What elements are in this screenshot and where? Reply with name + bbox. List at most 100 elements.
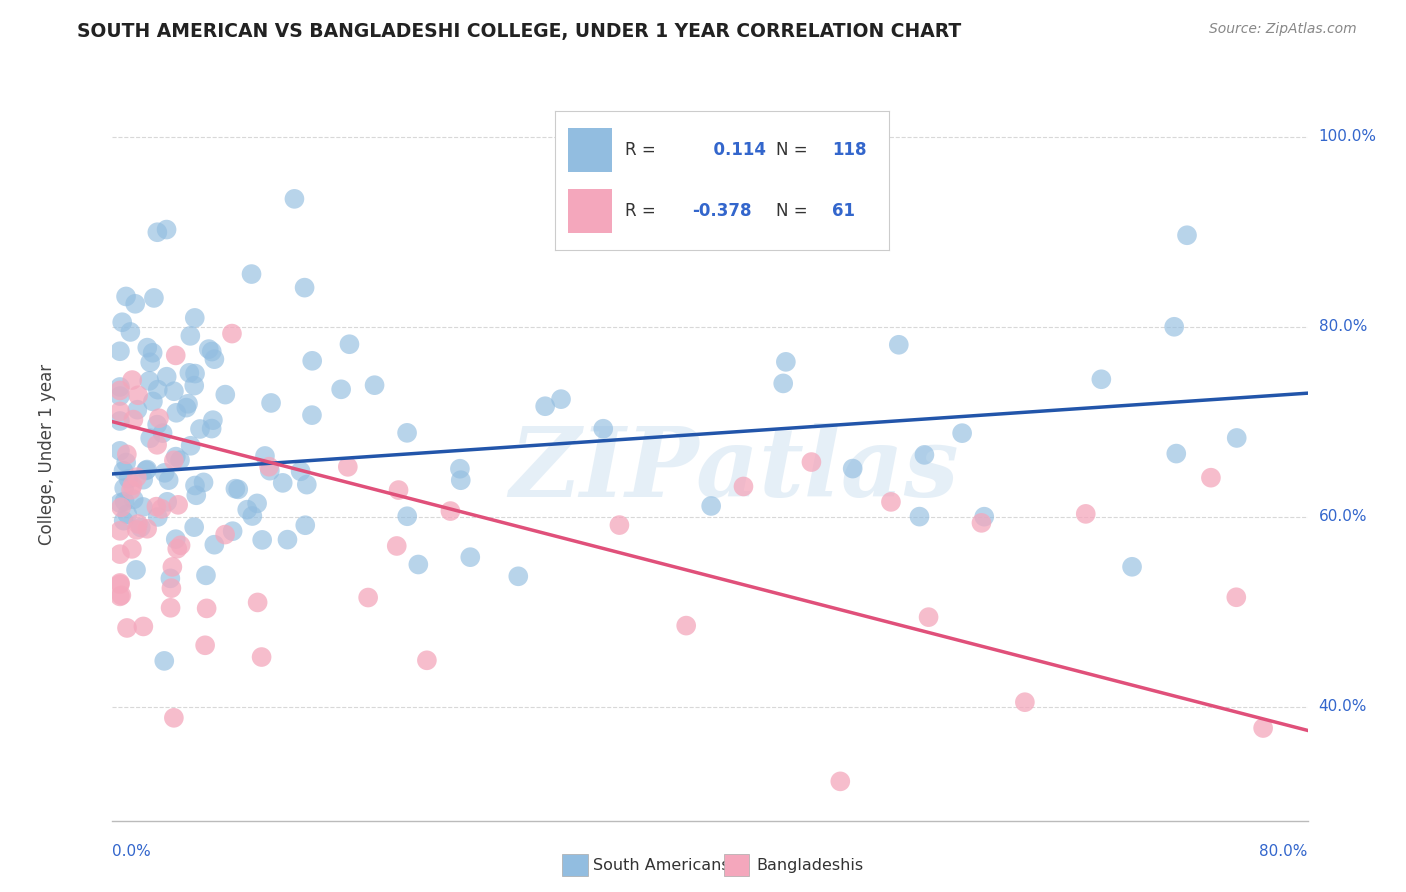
Point: [1163, 319, 1185, 334]
Point: [153, 466, 176, 480]
Point: [294, 280, 316, 294]
Point: [301, 353, 323, 368]
Point: [339, 337, 361, 351]
Point: [127, 516, 149, 531]
Point: [121, 478, 143, 492]
Point: [733, 479, 755, 493]
Point: [408, 558, 430, 572]
Point: [124, 297, 146, 311]
Point: [236, 502, 259, 516]
Point: [115, 289, 138, 303]
Point: [121, 373, 143, 387]
Text: 0.0%: 0.0%: [112, 845, 152, 859]
Point: [363, 378, 385, 392]
Point: [165, 348, 187, 362]
Point: [108, 404, 131, 418]
Point: [108, 389, 131, 403]
Point: [162, 560, 184, 574]
Point: [108, 380, 131, 394]
Point: [146, 438, 169, 452]
Point: [115, 455, 138, 469]
Point: [772, 376, 794, 391]
Point: [183, 520, 205, 534]
Point: [167, 498, 190, 512]
Point: [246, 496, 269, 510]
Point: [1225, 591, 1247, 605]
Point: [294, 518, 316, 533]
Point: [121, 541, 143, 556]
Point: [259, 464, 281, 478]
Text: 100.0%: 100.0%: [1319, 129, 1376, 145]
Point: [117, 507, 139, 521]
Point: [240, 508, 263, 523]
Point: [357, 591, 380, 605]
Point: [145, 500, 167, 514]
Point: [122, 492, 145, 507]
Point: [887, 338, 910, 352]
Point: [142, 291, 165, 305]
Point: [201, 413, 224, 427]
Point: [114, 494, 136, 508]
Point: [165, 450, 187, 464]
Point: [177, 397, 200, 411]
Point: [226, 483, 249, 497]
Point: [146, 510, 169, 524]
Point: [108, 576, 131, 591]
Point: [880, 495, 903, 509]
Point: [136, 462, 159, 476]
Point: [194, 568, 217, 582]
Text: College, Under 1 year: College, Under 1 year: [38, 364, 56, 546]
Point: [132, 619, 155, 633]
Point: [700, 499, 723, 513]
Point: [214, 387, 236, 401]
Point: [260, 396, 283, 410]
Point: [146, 417, 169, 432]
Point: [385, 539, 408, 553]
Point: [534, 399, 557, 413]
Point: [592, 422, 614, 436]
Point: [184, 367, 207, 381]
Point: [125, 470, 148, 484]
Point: [139, 355, 162, 369]
Point: [169, 453, 191, 467]
Point: [246, 595, 269, 609]
Point: [115, 621, 138, 635]
Point: [908, 509, 931, 524]
Point: [609, 518, 631, 533]
Point: [276, 533, 298, 547]
Point: [165, 532, 187, 546]
Point: [675, 618, 697, 632]
Point: [1166, 446, 1188, 460]
Point: [139, 431, 162, 445]
Point: [458, 550, 481, 565]
Point: [180, 439, 202, 453]
Point: [112, 514, 135, 528]
Point: [1226, 431, 1249, 445]
Point: [221, 524, 243, 538]
Point: [150, 501, 173, 516]
Point: [108, 524, 131, 538]
Point: [221, 326, 243, 341]
Point: [202, 538, 225, 552]
Point: [201, 344, 224, 359]
Point: [450, 473, 472, 487]
Point: [166, 541, 188, 556]
Point: [197, 342, 219, 356]
Point: [257, 459, 280, 474]
Point: [136, 341, 159, 355]
Point: [125, 563, 148, 577]
Point: [127, 402, 149, 417]
Point: [439, 504, 461, 518]
Point: [830, 774, 852, 789]
Point: [108, 577, 131, 591]
Point: [1251, 721, 1274, 735]
Point: [110, 500, 132, 515]
Point: [169, 538, 191, 552]
Point: [195, 601, 218, 615]
Point: [449, 461, 471, 475]
Point: [125, 523, 148, 537]
Text: 60.0%: 60.0%: [1319, 509, 1367, 524]
Point: [146, 225, 169, 239]
Point: [163, 453, 186, 467]
Point: [186, 488, 208, 502]
